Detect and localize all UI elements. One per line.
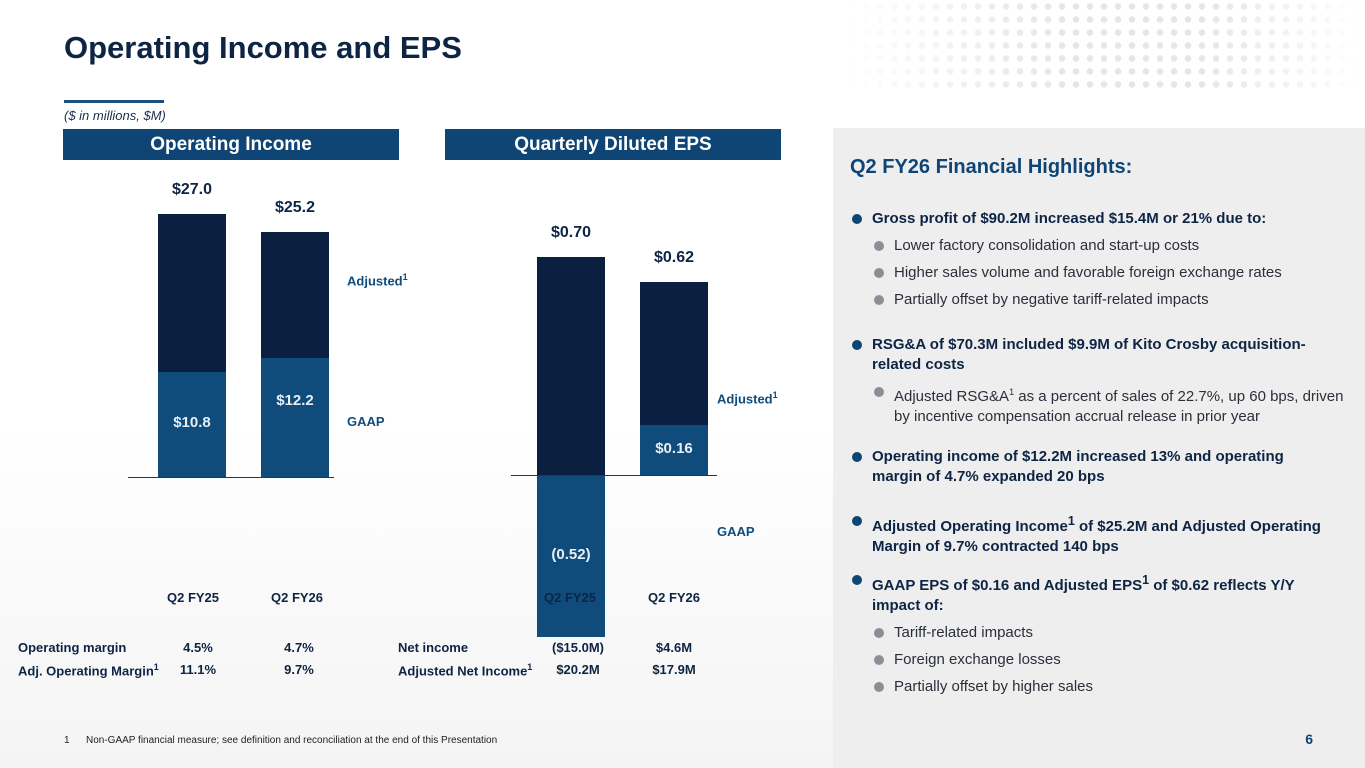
oi-xtick-q2fy25: Q2 FY25: [166, 590, 220, 605]
oi-adjusted-label-q2fy25: $27.0: [171, 181, 213, 199]
eps-metric-adj-net-income-q2fy25: $20.2M: [556, 662, 600, 677]
eps-metric-label-adj-net-income: Adjusted Net Income1: [398, 662, 533, 679]
highlight-subitem: Partially offset by higher sales: [852, 677, 1352, 697]
oi-legend-gaap: GAAP: [347, 414, 385, 429]
units-subtitle: ($ in millions, $M): [64, 108, 166, 123]
bullet-icon: [874, 682, 884, 692]
highlight-subitem: Tariff-related impacts: [852, 623, 1352, 643]
quarterly-eps-header: Quarterly Diluted EPS: [445, 129, 781, 160]
eps-adjusted-label-q2fy26: $0.62: [653, 248, 695, 266]
highlight-rsga: RSG&A of $70.3M included $9.9M of Kito C…: [852, 335, 1352, 427]
bullet-icon: [852, 575, 862, 585]
bullet-icon: [852, 452, 862, 462]
highlight-item: RSG&A of $70.3M included $9.9M of Kito C…: [852, 335, 1352, 375]
highlight-subitem: Higher sales volume and favorable foreig…: [852, 263, 1352, 283]
bullet-icon: [874, 295, 884, 305]
highlight-subitem: Lower factory consolidation and start-up…: [852, 236, 1352, 256]
eps-metric-adj-net-income-q2fy26: $17.9M: [652, 662, 696, 677]
highlight-gross-profit: Gross profit of $90.2M increased $15.4M …: [852, 209, 1352, 310]
bullet-icon: [852, 214, 862, 224]
eps-adjusted-bar-q2fy26: [640, 281, 708, 426]
oi-metric-operating-margin-q2fy25: 4.5%: [183, 640, 213, 655]
eps-adjusted-bar-q2fy25: [537, 256, 605, 475]
highlight-eps: GAAP EPS of $0.16 and Adjusted EPS1 of $…: [852, 570, 1352, 697]
eps-gaap-label-q2fy26: $0.16: [655, 440, 693, 458]
eps-gaap-label-q2fy25: (0.52): [551, 546, 591, 564]
eps-metric-net-income-q2fy25: ($15.0M): [551, 640, 605, 655]
bullet-icon: [874, 268, 884, 278]
eps-gaap-bar-q2fy25: [537, 475, 605, 638]
oi-metric-label-adj-operating-margin: Adj. Operating Margin1: [18, 662, 159, 679]
highlight-item: Gross profit of $90.2M increased $15.4M …: [852, 209, 1352, 229]
eps-xtick-q2fy25: Q2 FY25: [543, 590, 597, 605]
highlight-subitem: Foreign exchange losses: [852, 650, 1352, 670]
highlight-item: Adjusted Operating Income1 of $25.2M and…: [852, 511, 1352, 557]
oi-metric-operating-margin-q2fy26: 4.7%: [284, 640, 314, 655]
bullet-icon: [852, 340, 862, 350]
oi-gaap-label-q2fy25: $10.8: [173, 414, 211, 432]
oi-adjusted-bar-q2fy26: [261, 231, 329, 359]
eps-gaap-bar-q2fy26: [640, 425, 708, 475]
oi-adjusted-bar-q2fy25: [158, 214, 226, 372]
eps-xtick-q2fy26: Q2 FY26: [647, 590, 701, 605]
oi-metric-adj-operating-margin-q2fy26: 9.7%: [284, 662, 314, 677]
bullet-icon: [874, 241, 884, 251]
oi-metric-adj-operating-margin-q2fy25: 11.1%: [179, 662, 217, 677]
eps-adjusted-label-q2fy25: $0.70: [550, 223, 592, 241]
highlights-panel: [833, 128, 1365, 768]
eps-legend-adjusted: Adjusted1: [717, 390, 778, 407]
highlight-item: GAAP EPS of $0.16 and Adjusted EPS1 of $…: [852, 570, 1352, 616]
decorative-dot-pattern: [845, 0, 1365, 90]
eps-metric-net-income-q2fy26: $4.6M: [655, 640, 693, 655]
highlight-subitem: Partially offset by negative tariff-rela…: [852, 290, 1352, 310]
highlight-operating-income: Operating income of $12.2M increased 13%…: [852, 447, 1352, 487]
bullet-icon: [874, 628, 884, 638]
eps-metric-label-net-income: Net income: [398, 640, 469, 655]
oi-adjusted-label-q2fy26: $25.2: [274, 198, 316, 216]
eps-legend-gaap: GAAP: [717, 524, 755, 539]
highlight-item: Operating income of $12.2M increased 13%…: [852, 447, 1352, 487]
highlight-adjusted-operating-income: Adjusted Operating Income1 of $25.2M and…: [852, 511, 1352, 557]
page-number: 6: [1305, 731, 1313, 747]
oi-xtick-q2fy26: Q2 FY26: [270, 590, 324, 605]
bullet-icon: [852, 516, 862, 526]
oi-gaap-label-q2fy26: $12.2: [276, 391, 314, 409]
page-title: Operating Income and EPS: [64, 30, 462, 65]
oi-baseline: [128, 477, 334, 478]
title-accent-line: [64, 100, 164, 103]
oi-gaap-bar-q2fy25: [158, 371, 226, 477]
bullet-icon: [874, 387, 884, 397]
footnote: 1 Non-GAAP financial measure; see definit…: [64, 735, 498, 746]
highlight-subitem: Adjusted RSG&A1 as a percent of sales of…: [852, 382, 1352, 427]
oi-legend-adjusted: Adjusted1: [347, 272, 408, 289]
oi-metric-label-operating-margin: Operating margin: [18, 640, 127, 655]
bullet-icon: [874, 655, 884, 665]
highlights-title: Q2 FY26 Financial Highlights:: [850, 156, 1133, 178]
oi-gaap-bar-q2fy26: [261, 358, 329, 477]
operating-income-header: Operating Income: [63, 129, 399, 160]
eps-baseline: [511, 475, 717, 476]
